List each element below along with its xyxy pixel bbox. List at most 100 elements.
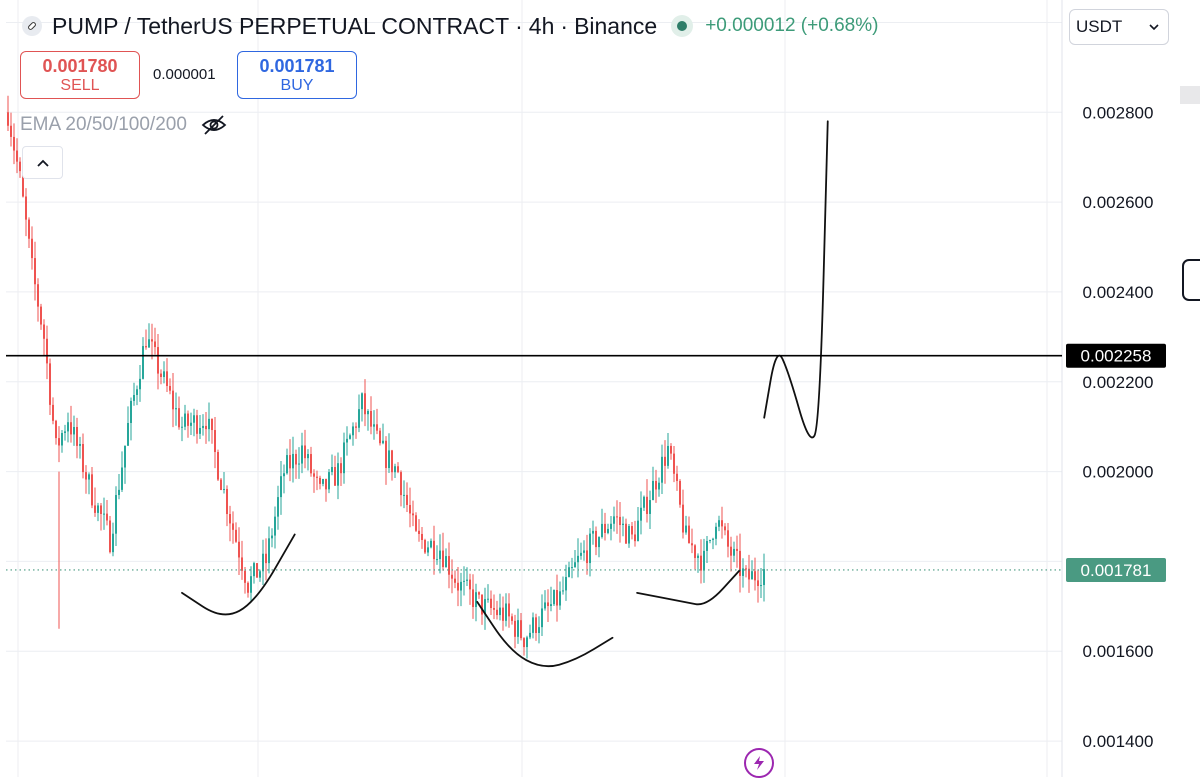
candle-body [412,513,414,516]
candle-body [409,504,411,514]
candle-body [739,550,741,576]
candle-body [292,453,294,469]
candle-body [64,431,66,434]
candle-body [421,533,423,540]
candle-body [607,528,609,533]
chevron-down-icon [1149,24,1159,31]
candle-body [523,638,525,648]
candle-body [658,482,660,490]
chart-header: PUMP / TetherUS PERPETUAL CONTRACT · 4h … [22,11,878,41]
candle-body [76,426,78,446]
buy-button[interactable]: 0.001781 BUY [237,51,357,99]
candle-body [79,444,81,446]
symbol-name[interactable]: PUMP / TetherUS PERPETUAL CONTRACT [52,12,510,39]
candle-body [22,171,24,197]
candle-body [610,523,612,529]
candle-body [325,478,327,490]
candle-body [205,425,207,430]
candle-body [589,533,591,564]
candle-body [100,505,102,514]
candle-body [640,507,642,521]
candle-body [388,450,390,469]
collapse-legend-button[interactable] [22,146,63,179]
candle-body [655,480,657,490]
candle-body [442,550,444,568]
candle-body [304,445,306,459]
candle-body [664,456,666,466]
candle-body [187,413,189,426]
candle-body [7,112,9,126]
candle-body [145,346,147,348]
candle-body [562,590,564,592]
candle-body [535,617,537,633]
candle-body [232,523,234,530]
candle-body [742,568,744,576]
candle-body [493,608,495,610]
candle-body [478,592,480,595]
candle-body [448,556,450,575]
candle-body [673,453,675,474]
candle-body [571,567,573,569]
candle-body [337,463,339,486]
candle-body [637,520,639,542]
candle-body [169,385,171,391]
candle-body [715,526,717,539]
candle-body [175,408,177,410]
timeframe[interactable]: 4h [528,12,555,39]
scroll-tab[interactable] [1180,86,1200,104]
sell-price: 0.001780 [42,56,118,76]
candle-body [130,400,132,423]
candle-body [622,523,624,526]
candle-body [427,547,429,553]
side-panel-button[interactable] [1182,259,1200,301]
candle-body [736,548,738,551]
flash-icon[interactable] [744,748,774,778]
candle-body [592,530,594,534]
candle-body [40,306,42,325]
candle-body [667,445,669,466]
candle-body [556,590,558,606]
last-price-tag [1066,557,1166,582]
candle-body [31,238,33,259]
candle-body [496,609,498,616]
candle-body [745,568,747,570]
candle-body [691,543,693,546]
candle-body [286,455,288,474]
candle-body [457,582,459,591]
candle-body [505,603,507,621]
candle-body [52,404,54,421]
candle-body [730,546,732,556]
candle-body [283,473,285,477]
candle-body [157,347,159,374]
candle-body [661,456,663,483]
candle-body [214,430,216,453]
candle-body [25,196,27,220]
candle-body [307,454,309,459]
candle-body [553,590,555,605]
eye-off-icon[interactable] [201,114,227,136]
candle-body [433,540,435,560]
candle-body [466,579,468,581]
price-tick-label: 0.002600 [1083,193,1154,212]
indicator-legend[interactable]: EMA 20/50/100/200 [20,114,227,136]
candle-body [211,418,213,431]
candle-body [217,452,219,480]
candle-body [685,525,687,533]
candle-body [256,563,258,578]
candle-body [541,608,543,628]
currency-select[interactable]: USDT [1069,9,1169,45]
price-tick-label: 0.001400 [1083,732,1154,751]
candle-body [757,580,759,586]
candle-body [373,424,375,427]
candle-body [148,339,150,348]
candle-body [193,415,195,423]
candle-body [451,574,453,579]
candle-body [544,602,546,609]
candle-body [70,422,72,435]
candle-body [568,567,570,577]
candle-body [190,422,192,426]
candle-body [367,410,369,415]
candle-body [184,413,186,427]
sell-button[interactable]: 0.001780 SELL [20,51,140,99]
